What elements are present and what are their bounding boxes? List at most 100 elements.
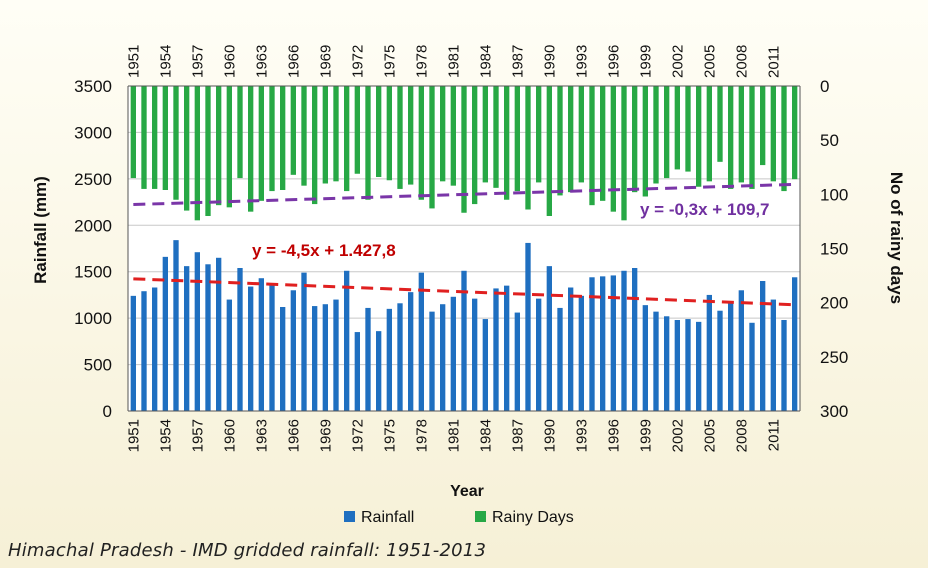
bar-rainfall-2007 (728, 303, 734, 411)
bar-rainy-days-1954 (162, 86, 168, 190)
bar-rainy-days-1995 (600, 86, 606, 201)
bar-rainfall-1977 (408, 292, 414, 411)
bar-rainfall-1990 (546, 266, 552, 411)
bar-rainfall-2004 (696, 321, 702, 411)
bar-rainy-days-2007 (728, 86, 734, 189)
x-tick-label-bottom: 1987 (509, 419, 526, 452)
bar-rainy-days-1952 (141, 86, 147, 189)
bar-rainfall-1978 (418, 272, 424, 411)
bar-rainfall-1993 (578, 295, 584, 411)
y2-tick-label: 300 (820, 402, 848, 421)
bar-rainy-days-2009 (749, 86, 755, 189)
bar-rainfall-2013 (792, 277, 798, 411)
bar-rainy-days-2004 (696, 86, 702, 187)
bar-rainfall-2006 (717, 310, 723, 411)
bar-rainy-days-2012 (781, 86, 787, 192)
x-tick-label-top: 2005 (701, 45, 718, 78)
bar-rainy-days-1988 (525, 86, 531, 210)
x-tick-label-top: 2008 (733, 45, 750, 78)
bar-rainy-days-1977 (408, 86, 414, 185)
bar-rainfall-1983 (472, 298, 478, 411)
bar-rainy-days-1953 (152, 86, 158, 189)
bar-rainy-days-1965 (280, 86, 286, 190)
x-tick-label-top: 1972 (349, 45, 366, 78)
bar-rainy-days-1956 (184, 86, 190, 211)
top-axis-tick-labels: 1951 1954 1957 1960 1963 1966 1969 1972 1975 1978… (125, 45, 782, 78)
bar-rainfall-1995 (600, 276, 606, 411)
caption: Himachal Pradesh - IMD gridded rainfall:… (8, 540, 487, 561)
bar-rainfall-1991 (557, 307, 563, 411)
x-tick-label-top: 1999 (637, 45, 654, 78)
x-tick-label-top: 1978 (413, 45, 430, 78)
bar-rainy-days-1983 (472, 86, 478, 205)
bar-rainy-days-1992 (568, 86, 574, 193)
bar-rainfall-1958 (205, 264, 211, 411)
bar-rainy-days-1971 (344, 86, 350, 192)
x-tick-label-bottom: 1984 (477, 419, 494, 452)
bar-rainy-days-1985 (493, 86, 499, 188)
bar-rainfall-1965 (280, 307, 286, 411)
legend-swatch-rainy-days (475, 511, 486, 522)
bar-rainfall-1960 (226, 299, 232, 411)
bar-rainfall-2002 (674, 320, 680, 411)
legend-label-rainfall: Rainfall (361, 509, 414, 526)
rainfall-trend-equation: y = -4,5x + 1.427,8 (252, 241, 396, 260)
bar-rainfall-1994 (589, 277, 595, 411)
bar-rainfall-2010 (760, 281, 766, 411)
y2-axis-title: No of rainy days (887, 172, 906, 304)
bar-rainfall-1961 (237, 268, 243, 411)
x-tick-label-top: 1966 (285, 45, 302, 78)
bar-rainfall-1998 (632, 268, 638, 411)
x-tick-label-top: 1960 (221, 45, 238, 78)
y2-tick-label: 200 (820, 294, 848, 313)
bar-rainy-days-1967 (301, 86, 307, 186)
bar-rainfall-2003 (685, 319, 691, 411)
bar-rainfall-2005 (706, 294, 712, 411)
x-tick-label-top: 1993 (573, 45, 590, 78)
x-tick-label-bottom: 1981 (445, 419, 462, 452)
x-tick-label-bottom: 1951 (125, 419, 142, 452)
axes (127, 85, 801, 412)
bar-rainfall-1967 (301, 272, 307, 411)
bar-rainy-days-1958 (205, 86, 211, 216)
x-tick-label-top: 2002 (669, 45, 686, 78)
x-tick-label-bottom: 1990 (541, 419, 558, 452)
y-axis-title: Rainfall (mm) (31, 176, 50, 284)
bar-rainy-days-1982 (461, 86, 467, 213)
y-tick-label: 1000 (74, 309, 112, 328)
right-axis-tick-labels: 0 50 100 150 200 250 300 (820, 77, 848, 421)
rainfall-bars (130, 240, 798, 411)
x-tick-label-top: 1981 (445, 45, 462, 78)
bottom-axis-tick-labels: 1951 1954 1957 1960 1963 1966 1969 1972 1975 1978… (125, 419, 782, 452)
bar-rainfall-1966 (290, 290, 296, 411)
x-tick-label-bottom: 2005 (701, 419, 718, 452)
bar-rainy-days-1975 (386, 86, 392, 181)
bar-rainy-days-2008 (738, 86, 744, 183)
bar-rainy-days-1962 (248, 86, 254, 212)
x-tick-label-top: 2011 (765, 46, 782, 78)
y2-tick-label: 150 (820, 240, 848, 259)
bar-rainy-days-1961 (237, 86, 243, 179)
trendline-rainfall (133, 277, 795, 307)
y-tick-label: 1500 (74, 263, 112, 282)
y-tick-label: 3000 (74, 123, 112, 142)
bar-rainfall-1955 (173, 240, 179, 411)
bar-rainfall-1975 (386, 308, 392, 411)
bar-rainy-days-2006 (717, 86, 723, 162)
bar-rainy-days-2001 (664, 86, 670, 179)
bar-rainfall-1971 (344, 270, 350, 411)
bar-rainfall-2009 (749, 322, 755, 411)
bar-rainfall-1956 (184, 266, 190, 411)
bar-rainy-days-1970 (333, 86, 339, 182)
bar-rainy-days-2010 (760, 86, 766, 166)
y2-tick-label: 0 (820, 77, 829, 96)
bar-rainy-days-1972 (354, 86, 360, 174)
bar-rainfall-1974 (376, 331, 382, 411)
bar-rainfall-2001 (664, 316, 670, 411)
x-tick-label-top: 1987 (509, 45, 526, 78)
x-tick-label-top: 1969 (317, 45, 334, 78)
bar-rainy-days-2013 (792, 86, 798, 180)
x-tick-label-bottom: 1954 (157, 419, 174, 452)
